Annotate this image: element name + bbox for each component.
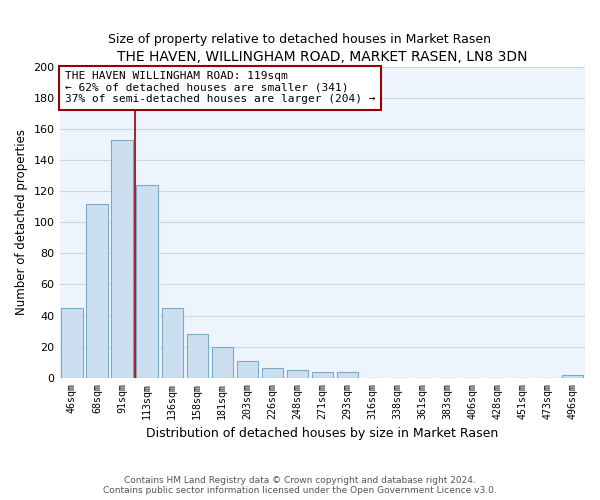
Bar xyxy=(187,334,208,378)
Text: Contains HM Land Registry data © Crown copyright and database right 2024.
Contai: Contains HM Land Registry data © Crown c… xyxy=(103,476,497,495)
Bar xyxy=(112,140,133,378)
Bar xyxy=(136,185,158,378)
Bar xyxy=(562,374,583,378)
Bar xyxy=(262,368,283,378)
Text: THE HAVEN WILLINGHAM ROAD: 119sqm
← 62% of detached houses are smaller (341)
37%: THE HAVEN WILLINGHAM ROAD: 119sqm ← 62% … xyxy=(65,71,375,104)
Bar xyxy=(287,370,308,378)
Text: Size of property relative to detached houses in Market Rasen: Size of property relative to detached ho… xyxy=(109,32,491,46)
X-axis label: Distribution of detached houses by size in Market Rasen: Distribution of detached houses by size … xyxy=(146,427,499,440)
Title: THE HAVEN, WILLINGHAM ROAD, MARKET RASEN, LN8 3DN: THE HAVEN, WILLINGHAM ROAD, MARKET RASEN… xyxy=(117,50,527,64)
Bar xyxy=(212,346,233,378)
Bar xyxy=(236,360,258,378)
Bar xyxy=(86,204,108,378)
Bar xyxy=(61,308,83,378)
Y-axis label: Number of detached properties: Number of detached properties xyxy=(15,129,28,315)
Bar xyxy=(161,308,183,378)
Bar xyxy=(337,372,358,378)
Bar xyxy=(311,372,333,378)
